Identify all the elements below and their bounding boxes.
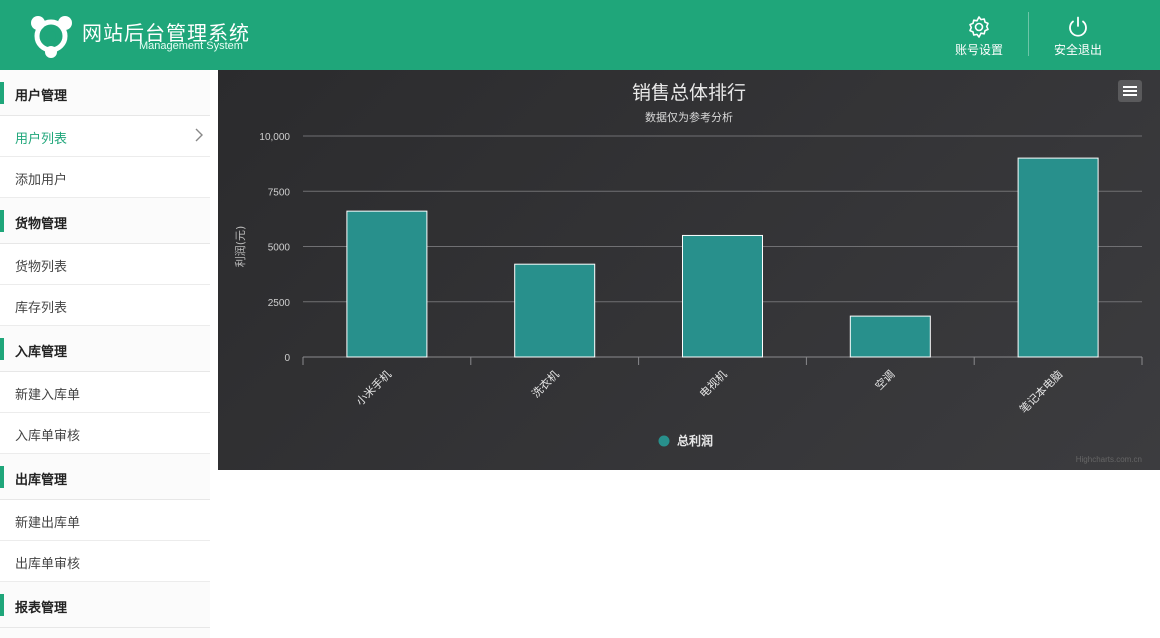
group-accent-bar	[0, 210, 4, 232]
logo-icon	[31, 16, 72, 58]
sidebar-item-user-list[interactable]: 用户列表	[0, 116, 210, 157]
sidebar-item-new-outbound[interactable]: 新建出库单	[0, 500, 210, 541]
sidebar-item-label: 新建出库单	[15, 516, 81, 531]
bar-3	[682, 234, 763, 358]
x-tick-label: 电视机	[696, 367, 729, 400]
app-subtitle: Management System	[139, 40, 243, 52]
sidebar-item-new-inbound[interactable]: 新建入库单	[0, 372, 210, 413]
sidebar-group-label: 货物管理	[15, 217, 68, 232]
group-accent-bar	[0, 594, 4, 616]
chart-credit: Highcharts.com.cn	[1075, 455, 1142, 464]
sidebar-item-stock-list[interactable]: 库存列表	[0, 285, 210, 326]
logout-button[interactable]: 安全退出	[1028, 0, 1128, 70]
sidebar-group-label: 用户管理	[15, 89, 68, 104]
chevron-right-icon	[195, 128, 203, 142]
account-settings-label: 账号设置	[954, 43, 1003, 57]
bar-4	[849, 315, 931, 358]
logout-label: 安全退出	[1053, 43, 1102, 57]
sidebar-item-goods-list[interactable]: 货物列表	[0, 244, 210, 285]
y-tick-label: 10,000	[259, 132, 290, 143]
y-tick-label: 5000	[268, 243, 291, 254]
account-settings-button[interactable]: 账号设置	[929, 0, 1029, 70]
sidebar-group-label: 出库管理	[15, 473, 68, 488]
sidebar-group-users[interactable]: 用户管理	[0, 70, 210, 116]
sidebar-item-label: 库存列表	[15, 301, 68, 316]
sidebar-group-inbound[interactable]: 入库管理	[0, 326, 210, 372]
sidebar-item-label: 新建入库单	[15, 388, 81, 403]
sidebar-item-label: 用户列表	[15, 132, 68, 147]
bar-1	[346, 210, 428, 358]
sidebar-item-inbound-review[interactable]: 入库单审核	[0, 413, 210, 454]
sidebar-item-label: 货物列表	[15, 260, 68, 275]
bar-5	[1017, 157, 1099, 358]
app-title: 网站后台管理系统	[82, 21, 250, 45]
legend-marker	[658, 435, 670, 447]
group-accent-bar	[0, 82, 4, 104]
hamburger-icon[interactable]	[1118, 80, 1142, 102]
sidebar-item-label: 出库单审核	[15, 557, 81, 572]
chart-title: 销售总体排行	[631, 82, 746, 104]
y-tick-label: 7500	[268, 187, 291, 198]
x-tick-label: 空调	[872, 367, 897, 392]
sidebar-item-outbound-review[interactable]: 出库单审核	[0, 541, 210, 582]
x-tick-label: 小米手机	[353, 367, 394, 408]
chart-subtitle: 数据仅为参考分析	[645, 111, 733, 124]
sidebar-item-label: 入库单审核	[15, 429, 81, 444]
sidebar-group-reports[interactable]: 报表管理	[0, 582, 210, 628]
sidebar-group-goods[interactable]: 货物管理	[0, 198, 210, 244]
sidebar-group-label: 报表管理	[15, 601, 68, 616]
sidebar-item-label: 添加用户	[15, 173, 68, 188]
x-tick-label: 洗衣机	[529, 367, 562, 400]
power-icon	[1069, 16, 1087, 37]
top-header: 网站后台管理系统 Management System 账号设置 安全退出	[0, 0, 1160, 70]
header-divider	[1028, 12, 1029, 56]
x-tick-label: 笔记本电脑	[1016, 367, 1065, 416]
sidebar-item-add-user[interactable]: 添加用户	[0, 157, 210, 198]
bar-2	[514, 263, 596, 358]
y-axis-label: 利润(元)	[233, 226, 247, 268]
y-tick-label: 2500	[268, 298, 291, 309]
group-accent-bar	[0, 338, 4, 360]
sales-chart: 销售总体排行 数据仅为参考分析 0 2500 5000 7500 10,000 利润(元)…	[218, 70, 1160, 470]
legend-label: 总利润	[677, 433, 713, 448]
sidebar-group-outbound[interactable]: 出库管理	[0, 454, 210, 500]
chart-plot: 0 2500 5000 7500 10,000 利润(元) 小米手机 洗衣机 电视机 空调 笔记本电…	[233, 132, 1143, 448]
sidebar: 用户管理 用户列表 添加用户 货物管理 货物列表 库存列表 入库管理 新建入库单…	[0, 70, 210, 638]
group-accent-bar	[0, 466, 4, 488]
gear-icon	[969, 16, 989, 38]
y-tick-label: 0	[284, 353, 290, 364]
sidebar-group-label: 入库管理	[15, 345, 68, 360]
